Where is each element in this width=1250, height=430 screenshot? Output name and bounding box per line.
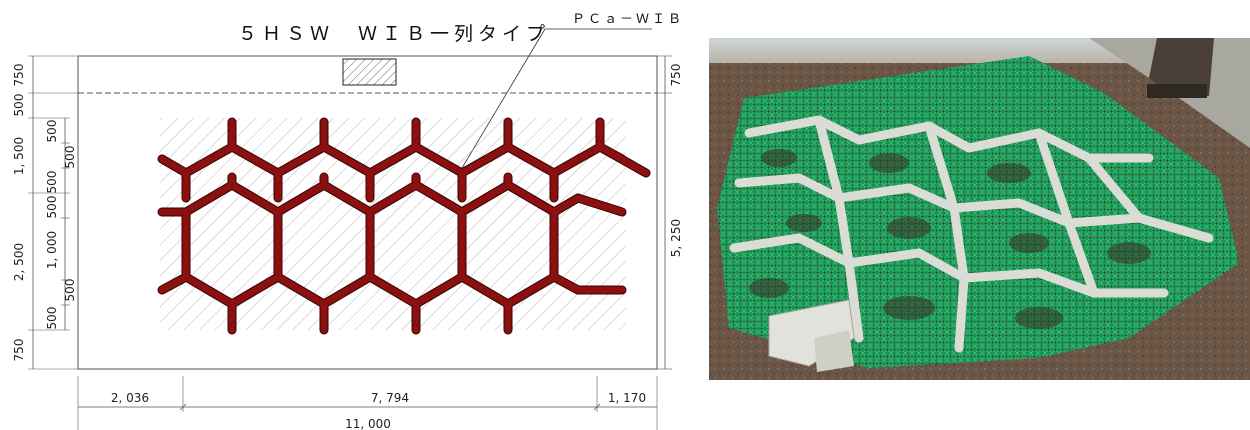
wib-lattice — [157, 117, 651, 335]
wib-beam — [182, 143, 236, 177]
wib-beam — [504, 273, 558, 308]
left-dimension-chain: 750 500 1, 500 2, 500 750 — [12, 55, 78, 370]
dim-inner-500-b: 500 — [63, 146, 77, 169]
dim-inner-1000: 1, 000 — [45, 231, 59, 269]
wib-beam — [320, 273, 374, 308]
wib-beam — [458, 181, 512, 216]
excavator-plate — [1147, 84, 1207, 98]
callout-label: ＰＣａ－ＷＩＢ — [572, 12, 684, 27]
right-dimension-chain: 750 5, 250 — [657, 55, 683, 370]
wib-beam — [228, 273, 282, 308]
wib-beam — [412, 143, 466, 177]
wib-beam — [228, 181, 282, 216]
dim-left-2500: 2, 500 — [12, 243, 26, 281]
dim-left-1500: 1, 500 — [12, 137, 26, 175]
dim-right-5250: 5, 250 — [669, 219, 683, 257]
wib-beam — [228, 143, 282, 177]
wib-beam — [574, 194, 626, 216]
wib-beam — [366, 273, 420, 308]
wib-beam — [458, 273, 512, 308]
wib-beam — [274, 273, 328, 308]
wib-beam — [366, 143, 420, 177]
dim-left-500: 500 — [12, 94, 26, 117]
bottom-dimension-chain: 2, 036 7, 794 1, 170 11, 000 — [77, 376, 658, 430]
wib-beam — [320, 143, 374, 177]
drawing-title: ５ＨＳＷ ＷＩＢ一列タイプ — [238, 23, 550, 45]
soil-tufts — [749, 149, 1151, 329]
dim-inner-500-e: 500 — [63, 279, 77, 302]
wib-beam — [158, 155, 190, 177]
dim-bottom-7794: 7, 794 — [371, 391, 409, 405]
dim-inner-500-d: 500 — [45, 196, 59, 219]
hatched-block — [342, 58, 397, 86]
wib-beam — [274, 181, 328, 216]
wib-beam — [504, 181, 558, 216]
dim-inner-500-c: 500 — [45, 171, 59, 194]
site-photo — [709, 38, 1250, 380]
wib-beam — [366, 181, 420, 216]
wib-beam — [320, 181, 374, 216]
excavator-bucket — [1149, 38, 1214, 98]
wib-beam — [504, 143, 558, 177]
dim-left-750-bottom: 750 — [12, 339, 26, 362]
plan-drawing: ５ＨＳＷ ＷＩＢ一列タイプ ＰＣａ－ＷＩＢ 750 500 1, 500 2, … — [12, 12, 684, 430]
wib-beam — [182, 273, 236, 308]
wib-beam — [274, 143, 328, 177]
dim-bottom-2036: 2, 036 — [111, 391, 149, 405]
wib-beam — [158, 273, 190, 294]
wib-beam — [182, 181, 236, 216]
concrete-lattice — [729, 115, 1214, 353]
dim-inner-500-f: 500 — [45, 307, 59, 330]
dim-bottom-1170: 1, 170 — [608, 391, 646, 405]
concrete-foot-front — [814, 330, 854, 372]
site-boundary — [77, 55, 658, 370]
wib-beam — [458, 143, 512, 177]
dim-total-11000: 11, 000 — [345, 417, 391, 430]
wib-beam — [412, 181, 466, 216]
dim-left-750-top: 750 — [12, 64, 26, 87]
wib-beam — [550, 273, 582, 294]
wib-beam — [550, 194, 582, 216]
dim-right-750: 750 — [669, 64, 683, 87]
inner-left-dimension-chain: 500 500 500 500 1, 000 500 500 — [45, 118, 77, 330]
wib-beam — [550, 143, 604, 177]
wib-beam — [596, 143, 626, 163]
dim-inner-500-a: 500 — [45, 120, 59, 143]
wib-beam — [412, 273, 466, 308]
